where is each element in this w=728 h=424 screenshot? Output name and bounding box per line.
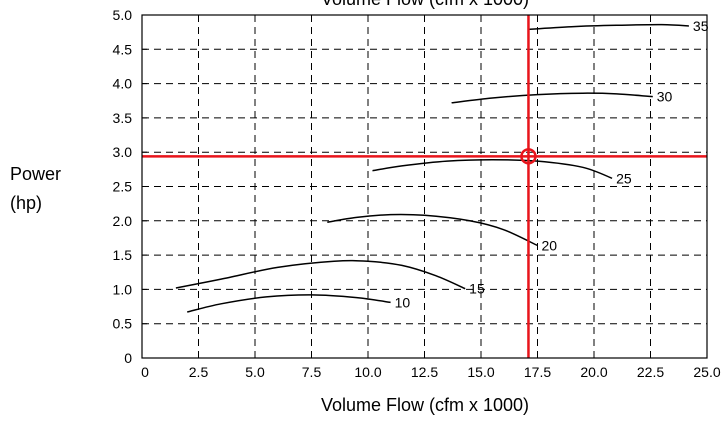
power-curve-35 <box>528 23 689 31</box>
y-tick-label: 1.5 <box>113 247 133 263</box>
power-curves <box>175 23 689 313</box>
y-tick-label: 3.5 <box>113 110 133 126</box>
x-tick-label: 17.5 <box>524 364 551 380</box>
y-axis-title-line-2: (hp) <box>10 193 42 213</box>
x-tick-label: 5.0 <box>245 364 265 380</box>
curve-label-35: 35 <box>693 18 709 34</box>
x-tick-label: 25.0 <box>693 364 720 380</box>
x-axis-title: Volume Flow (cfm x 1000) <box>321 395 529 415</box>
curve-labels: 10 15 20 25 30 35 <box>395 18 709 310</box>
power-curve-20 <box>327 213 538 247</box>
power-curve-10 <box>187 294 391 313</box>
x-tick-label: 2.5 <box>189 364 209 380</box>
curve-label-25: 25 <box>616 170 632 186</box>
curve-label-15: 15 <box>469 281 485 297</box>
curve-label-30: 30 <box>657 89 673 105</box>
y-tick-label: 4.5 <box>113 41 133 57</box>
x-tick-label: 20.0 <box>580 364 607 380</box>
grid-lines <box>142 15 707 358</box>
reference-lines <box>142 15 707 358</box>
operating-point-marker <box>520 148 537 165</box>
power-curve-25 <box>372 158 613 179</box>
chart-title: Volume Flow (cfm x 1000) <box>321 0 529 9</box>
y-tick-label: 0 <box>124 350 132 366</box>
y-tick-label: 0.5 <box>113 316 133 332</box>
y-tick-label: 3.0 <box>113 144 133 160</box>
y-tick-label: 5.0 <box>113 7 133 23</box>
x-tick-label: 10.0 <box>354 364 381 380</box>
x-tick-label: 7.5 <box>302 364 322 380</box>
x-tick-label: 0 <box>141 364 149 380</box>
y-tick-label: 4.0 <box>113 76 133 92</box>
x-tick-label: 22.5 <box>637 364 664 380</box>
axis-ticks: 0 2.5 5.0 7.5 10.0 12.5 15.0 17.5 20.0 22.5 25.0 0 0… <box>113 7 721 380</box>
x-tick-label: 15.0 <box>467 364 494 380</box>
power-curve-15 <box>175 259 466 290</box>
power-curve-30 <box>451 92 653 104</box>
y-tick-label: 2.0 <box>113 213 133 229</box>
x-tick-label: 12.5 <box>411 364 438 380</box>
y-tick-label: 1.0 <box>113 281 133 297</box>
y-tick-label: 2.5 <box>113 179 133 195</box>
y-axis-title-line-1: Power <box>10 164 61 184</box>
curve-label-20: 20 <box>542 237 558 253</box>
curve-label-10: 10 <box>395 294 411 310</box>
